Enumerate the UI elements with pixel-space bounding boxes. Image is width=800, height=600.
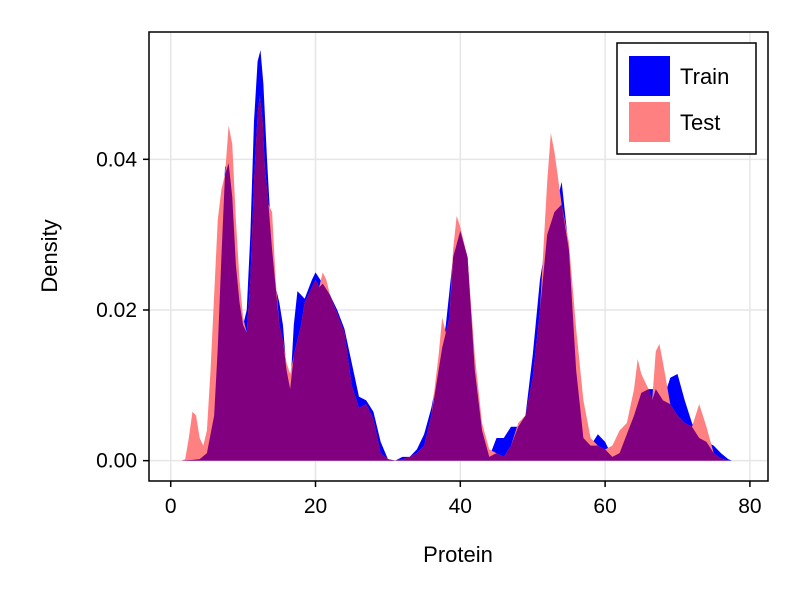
x-tick-label-1: 20 [304,495,327,518]
y-tick-label-1: 0.02 [96,299,137,322]
y-tick-label-2: 0.04 [96,148,137,171]
legend-swatch-train [629,56,670,96]
x-tick-label-2: 40 [449,495,472,518]
y-tick-label-0: 0.00 [96,450,137,473]
legend-label-train: Train [680,64,729,89]
x-tick-label-4: 80 [738,495,761,518]
plot-frame [148,31,769,482]
legend: Train Test [616,42,757,155]
y-axis-label: Density [37,219,62,292]
overlap-area [181,95,732,461]
x-axis-ticks: 0 20 40 60 80 [165,481,762,518]
legend-swatch-test [629,102,670,142]
x-axis-label: Protein [423,542,493,567]
x-tick-label-3: 60 [593,495,616,518]
density-areas [181,50,732,461]
y-axis-ticks: 0.00 0.02 0.04 [96,148,149,473]
x-tick-label-0: 0 [165,495,177,518]
legend-label-test: Test [680,110,720,135]
